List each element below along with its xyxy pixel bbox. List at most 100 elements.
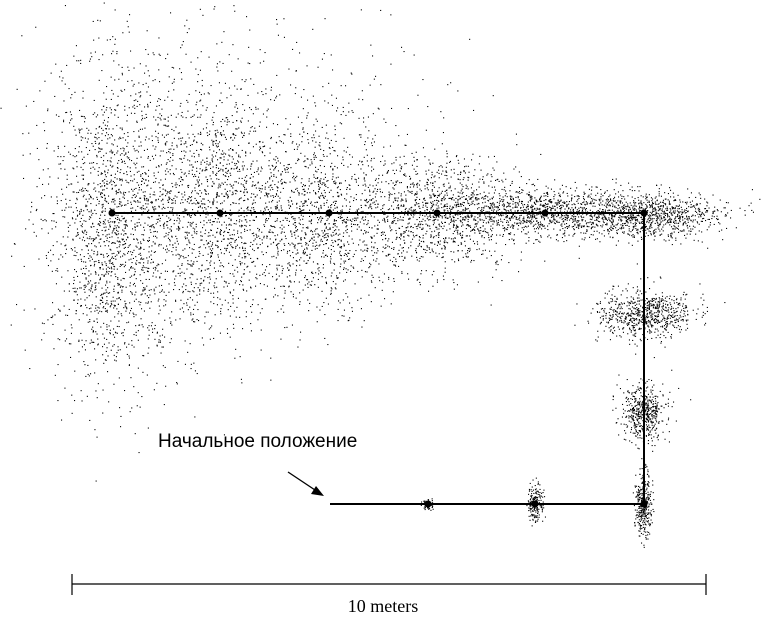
particle [323, 202, 325, 204]
particle [218, 178, 220, 180]
particle [229, 155, 231, 157]
particle [404, 211, 406, 213]
particle [184, 25, 186, 27]
particle [220, 249, 222, 251]
particle [103, 362, 105, 364]
particle [388, 278, 390, 280]
particle [268, 165, 270, 167]
particle [199, 172, 201, 174]
particle [82, 313, 84, 315]
particle [110, 302, 112, 304]
particle [298, 217, 300, 219]
particle [151, 258, 153, 260]
particle [52, 245, 54, 247]
particle [101, 185, 103, 187]
particle [269, 231, 271, 233]
particle [219, 162, 221, 164]
particle [205, 247, 207, 249]
particle [129, 159, 131, 161]
particle [330, 287, 332, 289]
particle [94, 348, 96, 350]
particle [253, 199, 255, 201]
particle [132, 216, 134, 218]
particle [150, 262, 152, 264]
particle [419, 226, 421, 228]
particle [312, 231, 314, 233]
particle [325, 243, 327, 245]
particle [416, 186, 418, 188]
particle [413, 214, 415, 216]
particle [204, 207, 206, 209]
particle [292, 263, 294, 265]
particle [253, 232, 255, 234]
particle [230, 215, 232, 217]
particle [220, 310, 222, 312]
particle [201, 269, 203, 271]
particle [167, 53, 169, 55]
particle [163, 227, 165, 229]
particle [331, 104, 333, 106]
particle [75, 134, 77, 136]
particle [179, 68, 181, 70]
particle [125, 224, 127, 226]
particle [89, 260, 91, 262]
particle [118, 311, 120, 313]
particle [264, 209, 266, 211]
particle [109, 137, 111, 139]
particle [353, 197, 355, 199]
particle [143, 310, 145, 312]
particle [139, 262, 141, 264]
particle [159, 195, 161, 197]
particle [100, 172, 102, 174]
particle [155, 235, 157, 237]
particle [223, 31, 225, 33]
particle [335, 182, 337, 184]
particle [160, 200, 162, 202]
particle [64, 340, 66, 342]
particle [265, 206, 267, 208]
particle [336, 277, 338, 279]
particle [228, 154, 230, 156]
particle [269, 178, 271, 180]
particle [95, 359, 97, 361]
particle [464, 198, 466, 200]
particle [167, 116, 169, 118]
particle [360, 199, 362, 201]
particle [433, 186, 435, 188]
particle [111, 257, 113, 259]
particle [204, 203, 206, 205]
particle [319, 244, 321, 246]
particle [96, 309, 98, 311]
particle [164, 336, 166, 338]
particle [133, 386, 135, 388]
particle [64, 83, 66, 85]
particle [249, 271, 251, 273]
particle [137, 392, 139, 394]
particle [479, 193, 481, 195]
particle [198, 179, 200, 181]
particle [216, 152, 218, 154]
particle [77, 234, 79, 236]
particle [385, 255, 387, 257]
particle [120, 313, 122, 315]
particle [111, 232, 113, 234]
particle [98, 242, 100, 244]
particle [134, 273, 136, 275]
particle [241, 149, 243, 151]
particle [106, 309, 108, 311]
particle [113, 222, 115, 224]
particle [109, 236, 111, 238]
particle [42, 183, 44, 185]
particle [187, 214, 189, 216]
particle [383, 273, 385, 275]
particle [240, 207, 242, 209]
particle [242, 247, 244, 249]
particle [186, 304, 188, 306]
particle [108, 228, 110, 230]
particle [210, 229, 212, 231]
particle [201, 239, 203, 241]
particle [491, 230, 493, 232]
particle [315, 170, 317, 172]
particle [452, 241, 454, 243]
particle [500, 214, 502, 216]
